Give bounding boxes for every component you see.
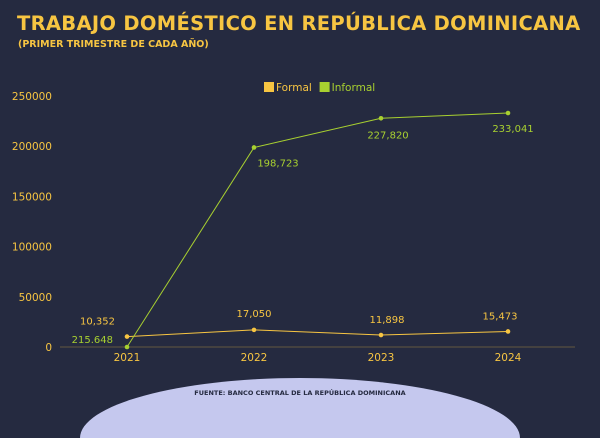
data-point-formal [505,329,511,334]
y-tick-label: 150000 [12,191,52,203]
y-tick-label: 100000 [12,242,52,254]
series-line-formal [126,329,509,338]
data-label-informal: 198,723 [257,158,298,169]
data-point-informal [378,115,384,121]
data-label-informal: 233,041 [492,124,533,135]
legend-swatch-formal [264,82,274,92]
y-tick-label: 0 [45,342,52,354]
data-point-informal [124,344,130,350]
legend-swatch-informal [319,82,330,92]
data-point-formal [124,334,130,339]
data-label-formal: 15,473 [483,311,518,322]
x-tick-label: 2023 [368,352,395,364]
data-label-formal: 10,352 [80,317,115,328]
data-point-informal [505,110,511,116]
line-chart: Formal Informal 0 50000 100000 150000 200000 2… [12,82,575,364]
data-point-formal [251,327,257,333]
data-point-informal [251,145,257,150]
data-labels: 10,352 17,050 11,898 15,473 215.648 198,723 22… [72,124,534,346]
data-label-formal: 17,050 [237,309,272,320]
y-axis: 0 50000 100000 150000 200000 250000 [12,91,52,354]
chart-subtitle: (PRIMER TRIMESTRE DE CADA AÑO) [18,39,209,50]
chart-title: TRABAJO DOMÉSTICO EN REPÚBLICA DOMINICAN… [17,12,581,35]
series-group [124,110,511,350]
x-axis: 2021 2022 2023 2024 [60,346,575,364]
y-tick-label: 250000 [12,91,52,103]
x-tick-label: 2024 [495,352,522,364]
data-label-informal: 215.648 [72,335,113,346]
legend-label-informal: Informal [332,82,376,94]
legend-label-formal: Formal [276,82,312,94]
data-label-informal: 227,820 [367,130,408,141]
y-tick-label: 50000 [19,292,52,304]
x-tick-label: 2021 [114,352,141,364]
y-tick-label: 200000 [12,141,52,153]
legend: Formal Informal [264,82,375,94]
series-line-informal [126,112,509,348]
x-tick-label: 2022 [241,352,268,364]
source-note: FUENTE: BANCO CENTRAL DE LA REPÚBLICA DO… [194,389,406,397]
data-point-formal [378,332,384,338]
data-label-formal: 11,898 [370,315,405,326]
